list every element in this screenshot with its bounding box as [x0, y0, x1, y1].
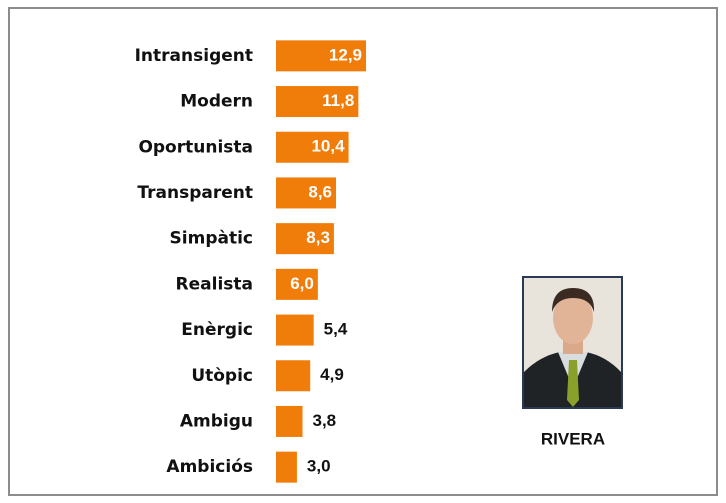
bar — [276, 131, 349, 163]
value-label: 11,8 — [322, 91, 354, 110]
category-label: Transparent — [137, 183, 253, 203]
bar — [276, 177, 336, 209]
bar — [276, 223, 334, 255]
value-label: 12,9 — [329, 45, 362, 64]
category-label: Enèrgic — [181, 320, 253, 340]
bar — [276, 451, 297, 483]
value-label: 8,6 — [308, 182, 332, 201]
category-label: Utòpic — [191, 366, 253, 386]
value-label: 6,0 — [290, 274, 314, 293]
category-label: Ambigu — [180, 411, 253, 431]
bar — [276, 314, 314, 346]
bar — [276, 405, 303, 437]
photo-caption: RIVERA — [541, 429, 605, 448]
value-label: 4,9 — [320, 365, 344, 384]
value-label: 5,4 — [324, 320, 348, 339]
category-label: Intransigent — [135, 46, 253, 66]
frame — [8, 7, 718, 496]
category-label: Realista — [176, 274, 253, 294]
category-label: Ambiciós — [166, 457, 253, 477]
value-label: 3,0 — [307, 457, 331, 476]
bar — [276, 360, 311, 392]
value-label: 8,3 — [306, 228, 330, 247]
value-label: 3,8 — [313, 411, 337, 430]
category-label: Oportunista — [138, 137, 253, 157]
bar — [276, 86, 359, 118]
photo — [522, 276, 623, 409]
category-label: Modern — [180, 92, 253, 112]
bar — [276, 40, 366, 72]
bar — [276, 268, 318, 300]
value-label: 10,4 — [311, 137, 345, 156]
category-label: Simpàtic — [170, 229, 253, 249]
